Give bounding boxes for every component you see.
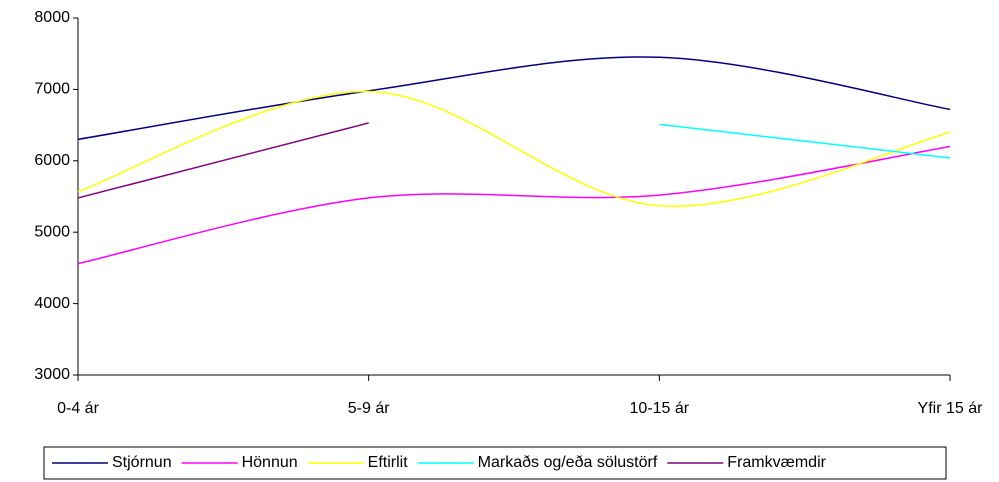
series-line [659,123,951,159]
x-tick-label: Yfir 15 ár [918,400,984,417]
y-tick-label: 7000 [34,81,70,98]
series-line [77,145,951,265]
series-line [77,90,951,207]
legend-label: Markaðs og/eða sölustörf [478,454,658,471]
legend-label: Stjórnun [112,454,172,471]
y-tick-label: 5000 [34,223,70,240]
y-tick-label: 4000 [34,295,70,312]
legend-label: Framkvæmdir [727,454,826,471]
y-tick-label: 3000 [34,366,70,383]
series-line [77,56,951,141]
y-tick-label: 6000 [34,152,70,169]
y-tick-label: 8000 [34,9,70,26]
series-line [77,122,369,199]
x-tick-label: 0-4 ár [57,400,99,417]
legend-label: Hönnun [242,454,298,471]
legend-label: Eftirlit [368,454,409,471]
x-tick-label: 5-9 ár [348,400,390,417]
x-tick-label: 10-15 ár [630,400,690,417]
legend: Stjórnun Hönnun Eftirlit Markaðs og/eða söl… [43,446,947,480]
